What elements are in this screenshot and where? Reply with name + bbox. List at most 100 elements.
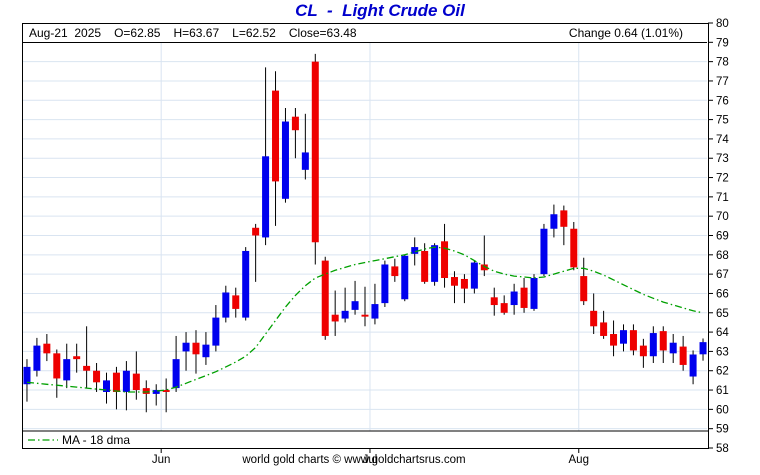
quote-info-bar: Aug-21 2025 O=62.85 H=63.67 L=62.52 Close=63…	[23, 24, 707, 43]
quote-close: Close=63.48	[288, 26, 357, 40]
candle-body-up	[689, 354, 697, 377]
page-title: CL - Light Crude Oil	[295, 1, 465, 20]
candle-body-down	[232, 295, 240, 309]
quote-low: L=62.52	[232, 26, 276, 40]
ma-line	[26, 246, 704, 393]
candle-body-up	[699, 342, 707, 355]
y-tick-label: 61	[716, 385, 729, 397]
candle-body-down	[659, 331, 667, 351]
y-tick-label: 70	[716, 211, 729, 223]
candle-body-up	[33, 345, 41, 371]
candle-body-down	[83, 365, 91, 371]
candle-body-up	[411, 247, 419, 254]
candle-body-down	[610, 334, 618, 346]
y-tick-label: 72	[716, 173, 729, 185]
quote-ohlc-text: Aug-21 2025 O=62.85 H=63.67 L=62.52 Close=63…	[29, 26, 370, 40]
y-tick-label: 73	[716, 153, 729, 165]
candle-body-up	[281, 121, 289, 199]
candle-body-up	[649, 333, 657, 357]
candle-body-up	[669, 342, 677, 354]
ma-legend-label: MA - 18 dma	[62, 433, 131, 447]
candle-body-down	[132, 373, 140, 391]
candle-body-down	[490, 297, 498, 306]
y-tick-label: 67	[716, 269, 729, 281]
candle-body-up	[63, 359, 71, 381]
candle-body-down	[73, 356, 81, 360]
candle-body-down	[580, 276, 588, 302]
candle-body-down	[570, 228, 578, 268]
y-tick-label: 75	[716, 115, 729, 127]
x-tick-label: Jun	[152, 454, 171, 466]
x-tick-label: Aug	[569, 454, 589, 466]
candle-body-down	[252, 227, 260, 236]
y-tick-label: 68	[716, 250, 729, 262]
candle-body-up	[301, 152, 309, 170]
y-tick-label: 60	[716, 404, 729, 416]
candle-body-up	[341, 310, 349, 319]
candle-body-up	[510, 291, 518, 306]
candle-body-down	[629, 330, 637, 351]
candle-body-up	[152, 390, 160, 394]
candle-body-down	[560, 210, 568, 227]
candle-body-up	[122, 370, 130, 392]
quote-open: O=62.85	[114, 26, 161, 40]
candle-body-down	[291, 116, 299, 131]
candle-body-down	[192, 342, 200, 355]
candle-body-down	[321, 260, 329, 336]
candle-body-down	[441, 241, 449, 278]
y-tick-label: 62	[716, 366, 729, 378]
candle-body-down	[112, 372, 120, 392]
y-tick-label: 79	[716, 37, 729, 49]
y-tick-label: 59	[716, 424, 729, 436]
candle-body-up	[182, 342, 190, 352]
y-tick-label: 74	[716, 134, 729, 146]
candle-body-up	[351, 301, 359, 310]
candle-body-up	[212, 317, 220, 346]
candle-body-up	[401, 255, 409, 300]
candle-body-down	[590, 310, 598, 327]
candle-body-down	[162, 390, 170, 392]
candle-body-down	[500, 303, 508, 313]
candle-body-down	[43, 343, 51, 354]
footer-credit: world gold charts © www.goldchartsrus.co…	[242, 454, 466, 466]
candle-body-up	[550, 214, 558, 229]
x-tick-label: Jul	[363, 454, 378, 466]
candle-body-down	[421, 250, 429, 282]
y-tick-label: 63	[716, 346, 729, 358]
candle-body-up	[202, 344, 210, 358]
candle-body-down	[272, 90, 280, 182]
y-tick-label: 58	[716, 443, 729, 455]
y-tick-label: 77	[716, 76, 729, 88]
candle-body-down	[311, 61, 319, 243]
candle-body-down	[460, 278, 468, 289]
quote-change: Change 0.64 (1.01%)	[568, 26, 683, 40]
candle-body-up	[222, 292, 230, 318]
candle-body-up	[431, 245, 439, 282]
candle-body-down	[361, 314, 369, 317]
candle-body-down	[600, 322, 608, 336]
candle-body-up	[242, 250, 250, 318]
candle-body-up	[262, 156, 270, 238]
candle-body-up	[23, 366, 31, 385]
candle-body-down	[93, 370, 101, 383]
y-tick-label: 69	[716, 231, 729, 243]
y-tick-label: 76	[716, 95, 729, 107]
candle-body-up	[103, 380, 111, 392]
candle-body-down	[331, 314, 339, 322]
y-tick-label: 80	[716, 18, 729, 30]
candle-body-up	[172, 359, 180, 389]
quote-date: Aug-21 2025	[29, 26, 102, 40]
candle-body-down	[53, 353, 61, 379]
candle-body-down	[679, 346, 687, 365]
quote-high: H=63.67	[173, 26, 220, 40]
candle-body-down	[450, 277, 458, 286]
y-tick-label: 64	[716, 327, 729, 339]
candle-body-down	[639, 345, 647, 357]
candle-body-down	[391, 266, 399, 277]
y-tick-label: 65	[716, 308, 729, 320]
candle-body-down	[480, 264, 488, 271]
candle-body-up	[619, 330, 627, 344]
y-tick-label: 78	[716, 57, 729, 69]
